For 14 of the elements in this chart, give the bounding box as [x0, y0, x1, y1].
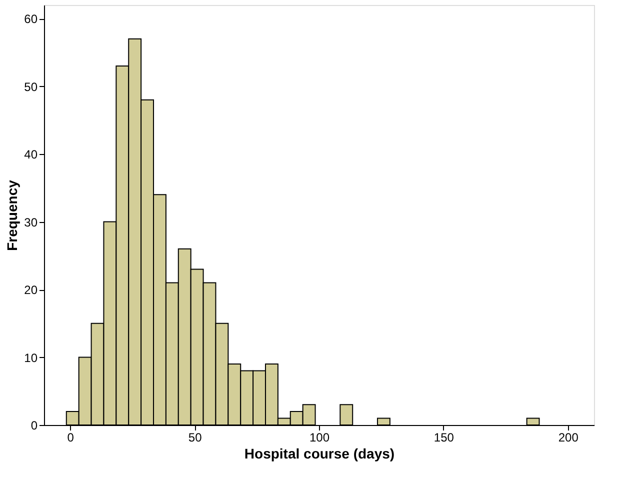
x-tick-label: 50 [188, 430, 202, 444]
y-tick-label: 60 [24, 12, 38, 26]
y-axis-title: Frequency [4, 180, 20, 251]
x-tick-label: 100 [309, 430, 330, 444]
y-tick-label: 50 [24, 80, 38, 94]
x-tick-label: 200 [558, 430, 579, 444]
y-tick-label: 0 [30, 418, 38, 432]
y-tick-label: 40 [24, 148, 38, 162]
y-tick-label: 30 [24, 215, 38, 230]
x-tick-label: 150 [434, 430, 454, 444]
x-axis-title: Hospital course (days) [244, 446, 395, 462]
x-tick-label: 0 [67, 430, 74, 444]
y-tick-label: 20 [24, 283, 38, 298]
y-tick-label: 10 [24, 350, 38, 365]
